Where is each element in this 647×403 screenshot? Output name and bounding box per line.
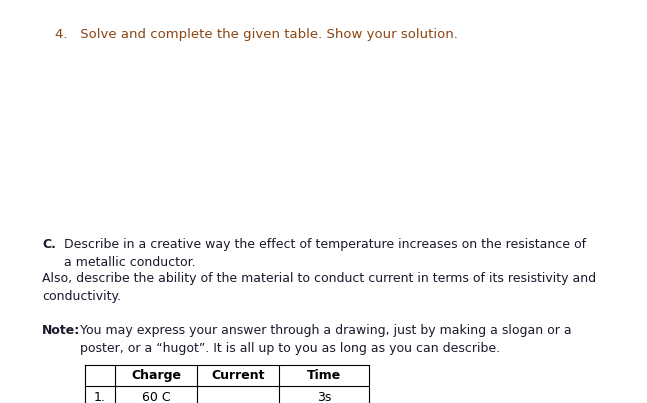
Text: Also, describe the ability of the material to conduct current in terms of its re: Also, describe the ability of the materi… (42, 272, 596, 303)
Text: Describe in a creative way the effect of temperature increases on the resistance: Describe in a creative way the effect of… (64, 238, 586, 269)
Text: Charge: Charge (131, 369, 181, 382)
Text: You may express your answer through a drawing, just by making a slogan or a
post: You may express your answer through a dr… (80, 324, 572, 355)
Text: C.: C. (42, 238, 56, 251)
Text: 4.   Solve and complete the given table. Show your solution.: 4. Solve and complete the given table. S… (55, 28, 458, 41)
Text: Note:: Note: (42, 324, 80, 337)
Text: Current: Current (212, 369, 265, 382)
Text: 60 C: 60 C (142, 391, 170, 403)
Text: 1.: 1. (94, 391, 106, 403)
Text: 3s: 3s (317, 391, 331, 403)
Text: Time: Time (307, 369, 341, 382)
